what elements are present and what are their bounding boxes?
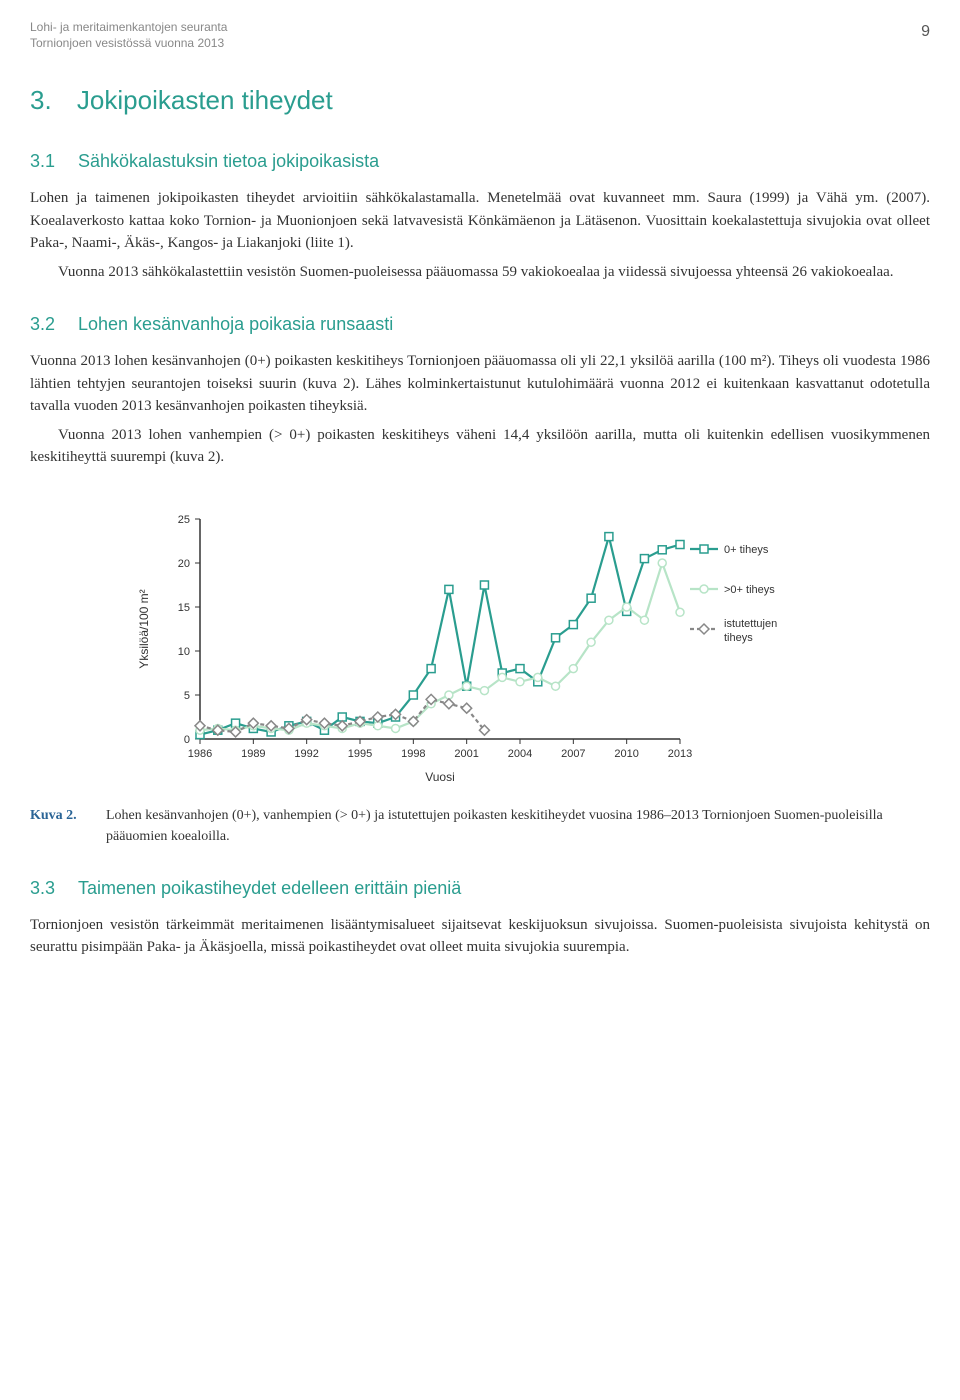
- svg-text:1995: 1995: [348, 748, 372, 760]
- svg-text:Vuosi: Vuosi: [425, 770, 455, 784]
- svg-text:1989: 1989: [241, 748, 265, 760]
- sub32-p2: Vuonna 2013 lohen vanhempien (> 0+) poik…: [30, 424, 930, 469]
- section-3-num: 3.: [30, 85, 52, 115]
- figure-2-caption-text: Lohen kesänvanhojen (0+), vanhempien (> …: [106, 805, 930, 847]
- svg-text:10: 10: [178, 646, 190, 658]
- sub32-p1: Vuonna 2013 lohen kesänvanhojen (0+) poi…: [30, 350, 930, 418]
- svg-text:2013: 2013: [668, 748, 692, 760]
- figure-2-chart: 0 5 10 15 20 25 1986 1989 1992 1995 1998 2001 2004 20…: [130, 509, 830, 789]
- sub33-p1: Tornionjoen vesistön tärkeimmät meritaim…: [30, 914, 930, 959]
- figure-2-caption-label: Kuva 2.: [30, 805, 90, 847]
- header-line1: Lohi- ja meritaimenkantojen seuranta: [30, 20, 227, 36]
- svg-text:0: 0: [184, 734, 190, 746]
- svg-text:1986: 1986: [188, 748, 212, 760]
- section-3-heading: 3. Jokipoikasten tiheydet: [30, 81, 930, 120]
- subsection-3-2-heading: 3.2 Lohen kesänvanhoja poikasia runsaast…: [30, 311, 930, 338]
- svg-text:2007: 2007: [561, 748, 585, 760]
- sub31-p1: Lohen ja taimenen jokipoikasten tiheydet…: [30, 187, 930, 255]
- header-line2: Tornionjoen vesistössä vuonna 2013: [30, 36, 227, 52]
- svg-text:Yksilöä/100 m²: Yksilöä/100 m²: [137, 589, 151, 668]
- svg-text:2004: 2004: [508, 748, 532, 760]
- subsection-3-2-title: Lohen kesänvanhoja poikasia runsaasti: [78, 311, 393, 338]
- page-number: 9: [921, 20, 930, 44]
- figure-2-caption: Kuva 2. Lohen kesänvanhojen (0+), vanhem…: [30, 805, 930, 847]
- svg-text:25: 25: [178, 514, 190, 526]
- subsection-3-3-title: Taimenen poikastiheydet edelleen erittäi…: [78, 875, 461, 902]
- svg-text:1992: 1992: [294, 748, 318, 760]
- svg-text:15: 15: [178, 602, 190, 614]
- subsection-3-2-num: 3.2: [30, 311, 78, 338]
- page-header: Lohi- ja meritaimenkantojen seuranta Tor…: [30, 20, 930, 51]
- subsection-3-3-num: 3.3: [30, 875, 78, 902]
- figure-2: 0 5 10 15 20 25 1986 1989 1992 1995 1998 2001 2004 20…: [30, 509, 930, 847]
- subsection-3-1-num: 3.1: [30, 148, 78, 175]
- svg-text:20: 20: [178, 558, 190, 570]
- svg-text:1998: 1998: [401, 748, 425, 760]
- svg-text:2001: 2001: [454, 748, 478, 760]
- svg-text:5: 5: [184, 690, 190, 702]
- subsection-3-1-title: Sähkökalastuksin tietoa jokipoikasista: [78, 148, 379, 175]
- subsection-3-1-heading: 3.1 Sähkökalastuksin tietoa jokipoikasis…: [30, 148, 930, 175]
- svg-text:>0+ tiheys: >0+ tiheys: [724, 584, 775, 596]
- svg-text:2010: 2010: [614, 748, 638, 760]
- sub31-p2: Vuonna 2013 sähkökalastettiin vesistön S…: [30, 261, 930, 284]
- section-3-title: Jokipoikasten tiheydet: [77, 85, 333, 115]
- svg-text:istutettujen: istutettujen: [724, 618, 777, 630]
- svg-text:tiheys: tiheys: [724, 632, 753, 644]
- subsection-3-3-heading: 3.3 Taimenen poikastiheydet edelleen eri…: [30, 875, 930, 902]
- svg-text:0+ tiheys: 0+ tiheys: [724, 544, 769, 556]
